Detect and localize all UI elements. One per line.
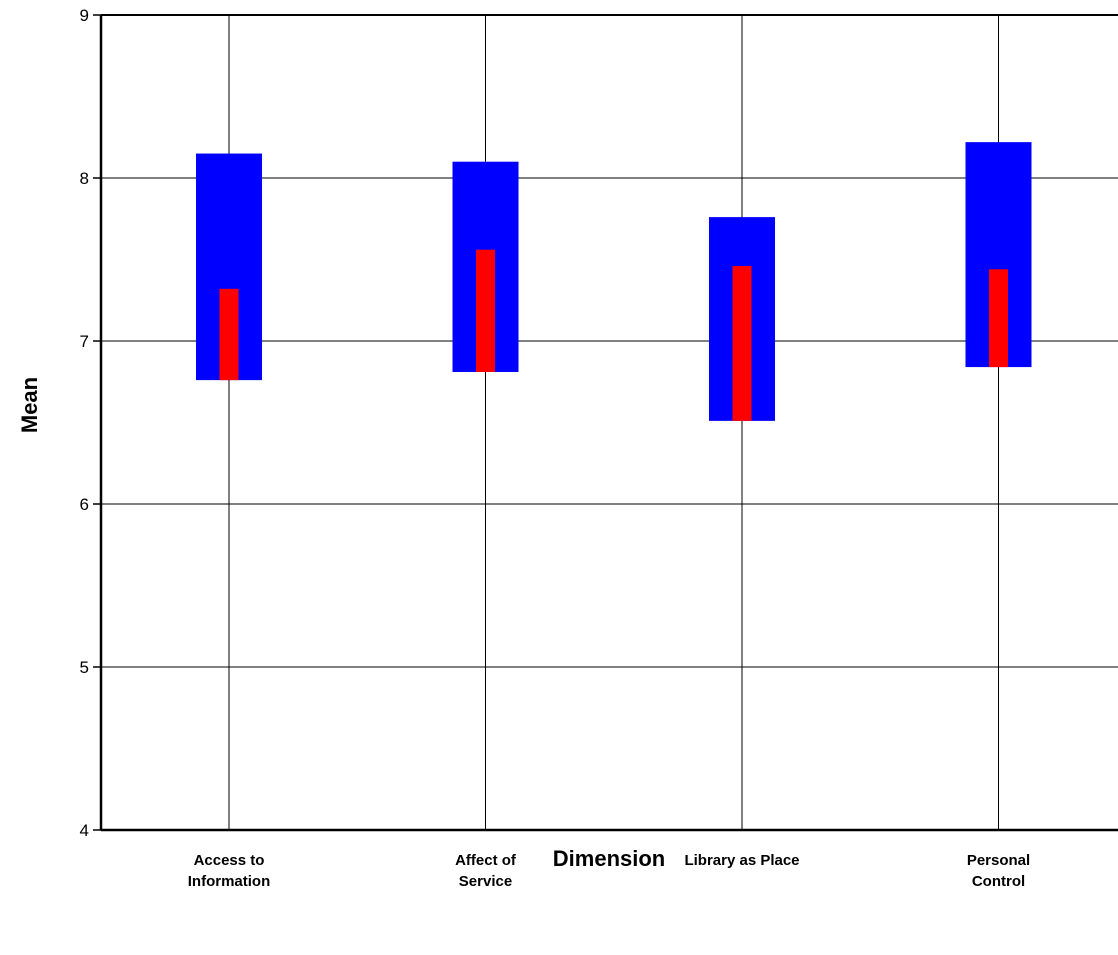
y-tick-labels: 4 5 6 7 8 9 — [80, 6, 89, 840]
inner-range-bar — [476, 249, 495, 372]
inner-range-bar — [989, 269, 1008, 368]
y-axis-title: Mean — [17, 377, 42, 433]
x-category-label-line: Service — [459, 873, 512, 890]
y-tick-label: 4 — [80, 821, 89, 840]
x-category-label: Personal Control — [967, 852, 1030, 890]
x-axis-title: Dimension — [553, 846, 665, 871]
x-category-label: Library as Place — [684, 852, 799, 869]
y-tick-label: 6 — [80, 495, 89, 514]
x-category-label: Access to Information — [188, 852, 271, 890]
x-category-label-line: Affect of — [455, 852, 517, 869]
x-category-label-line: Control — [972, 873, 1025, 890]
x-category-label: Affect of Service — [455, 852, 517, 890]
x-category-label-line: Library as Place — [684, 852, 799, 869]
inner-range-bar — [219, 288, 239, 381]
y-tick-label: 5 — [80, 658, 89, 677]
grid-lines — [93, 14, 1118, 831]
y-tick-label: 9 — [80, 6, 89, 25]
x-category-label-line: Personal — [967, 852, 1030, 869]
y-tick-label: 8 — [80, 169, 89, 188]
y-tick-label: 7 — [80, 332, 89, 351]
x-category-label-line: Access to — [194, 852, 265, 869]
bars — [196, 142, 1032, 421]
axes — [99, 14, 1118, 832]
x-category-labels: Access to Information Affect of Service Libr… — [188, 852, 1030, 890]
inner-range-bar — [732, 266, 752, 421]
x-category-label-line: Information — [188, 873, 271, 890]
